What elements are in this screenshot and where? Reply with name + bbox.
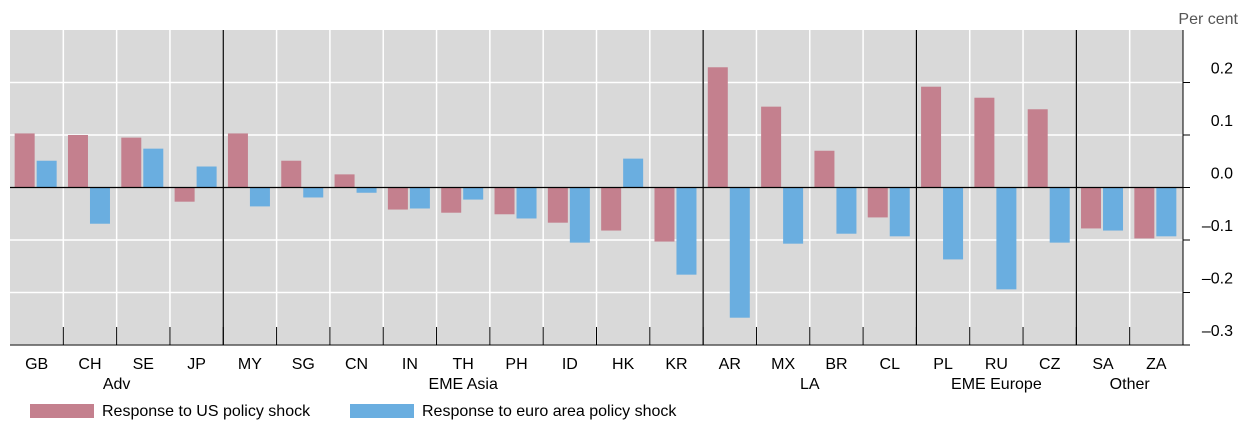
bar (921, 86, 942, 188)
bar (227, 133, 248, 188)
bar (441, 187, 462, 213)
x-tick-label: CN (345, 356, 368, 373)
x-tick-label: BR (825, 356, 847, 373)
bar (334, 174, 355, 188)
bar (654, 187, 675, 242)
bar (601, 187, 622, 231)
bar (387, 187, 408, 210)
bar (547, 187, 568, 223)
bar (89, 187, 110, 224)
bar (1103, 187, 1124, 231)
bar (867, 187, 888, 218)
x-tick-label: IN (402, 356, 418, 373)
bar (463, 187, 484, 200)
x-tick-label: PL (933, 356, 953, 373)
bar (196, 166, 217, 188)
bar (569, 187, 590, 243)
bar (1156, 187, 1177, 237)
x-tick-label: KR (665, 356, 687, 373)
x-tick-label: SG (292, 356, 315, 373)
y-tick-label: –0.1 (1202, 218, 1233, 235)
legend-label: Response to euro area policy shock (422, 403, 677, 420)
bar (729, 187, 750, 318)
x-tick-label: GB (25, 356, 48, 373)
bar (409, 187, 430, 209)
bar (174, 187, 195, 202)
x-tick-label: CH (78, 356, 101, 373)
bar (249, 187, 270, 207)
group-label: Other (1110, 376, 1151, 393)
legend-label: Response to US policy shock (102, 403, 311, 420)
y-tick-label: 0.1 (1211, 113, 1233, 130)
bar (303, 187, 324, 198)
bar (14, 133, 35, 188)
y-tick-label: –0.3 (1202, 323, 1233, 340)
bar (996, 187, 1017, 290)
bar (516, 187, 537, 219)
group-label: LA (800, 376, 820, 393)
x-tick-label: RU (985, 356, 1008, 373)
x-tick-label: TH (453, 356, 474, 373)
x-tick-label: ID (562, 356, 578, 373)
bar (494, 187, 515, 215)
x-tick-label: HK (612, 356, 635, 373)
x-tick-label: JP (187, 356, 206, 373)
x-tick-label: SA (1092, 356, 1114, 373)
bar (1027, 109, 1048, 188)
bar (974, 97, 995, 188)
bar (1049, 187, 1070, 243)
bar (36, 160, 57, 188)
x-tick-label: ZA (1146, 356, 1167, 373)
bar (143, 148, 164, 188)
group-label: EME Asia (429, 376, 498, 393)
x-tick-label: MY (238, 356, 262, 373)
x-tick-label: CL (880, 356, 901, 373)
x-tick-label: PH (505, 356, 527, 373)
x-tick-label: SE (133, 356, 154, 373)
x-tick-label: AR (719, 356, 741, 373)
bar (623, 158, 644, 188)
legend-swatch (350, 404, 414, 418)
unit-label: Per cent (1178, 11, 1238, 28)
bar (356, 187, 377, 193)
x-tick-label: CZ (1039, 356, 1061, 373)
bar (783, 187, 804, 244)
bar (67, 135, 88, 188)
bar (889, 187, 910, 237)
bar (943, 187, 964, 260)
bar (761, 106, 782, 188)
y-tick-label: –0.2 (1202, 271, 1233, 288)
bar (121, 137, 142, 188)
bar (836, 187, 857, 234)
bar (1134, 187, 1155, 239)
group-label: Adv (103, 376, 131, 393)
group-label: EME Europe (951, 376, 1042, 393)
bar (676, 187, 697, 275)
legend-swatch (30, 404, 94, 418)
x-tick-label: MX (771, 356, 795, 373)
bar (707, 67, 728, 188)
bar (1081, 187, 1102, 229)
bar (281, 160, 302, 188)
y-tick-label: 0.0 (1211, 166, 1233, 183)
bar (814, 150, 835, 188)
y-tick-label: 0.2 (1211, 61, 1233, 78)
